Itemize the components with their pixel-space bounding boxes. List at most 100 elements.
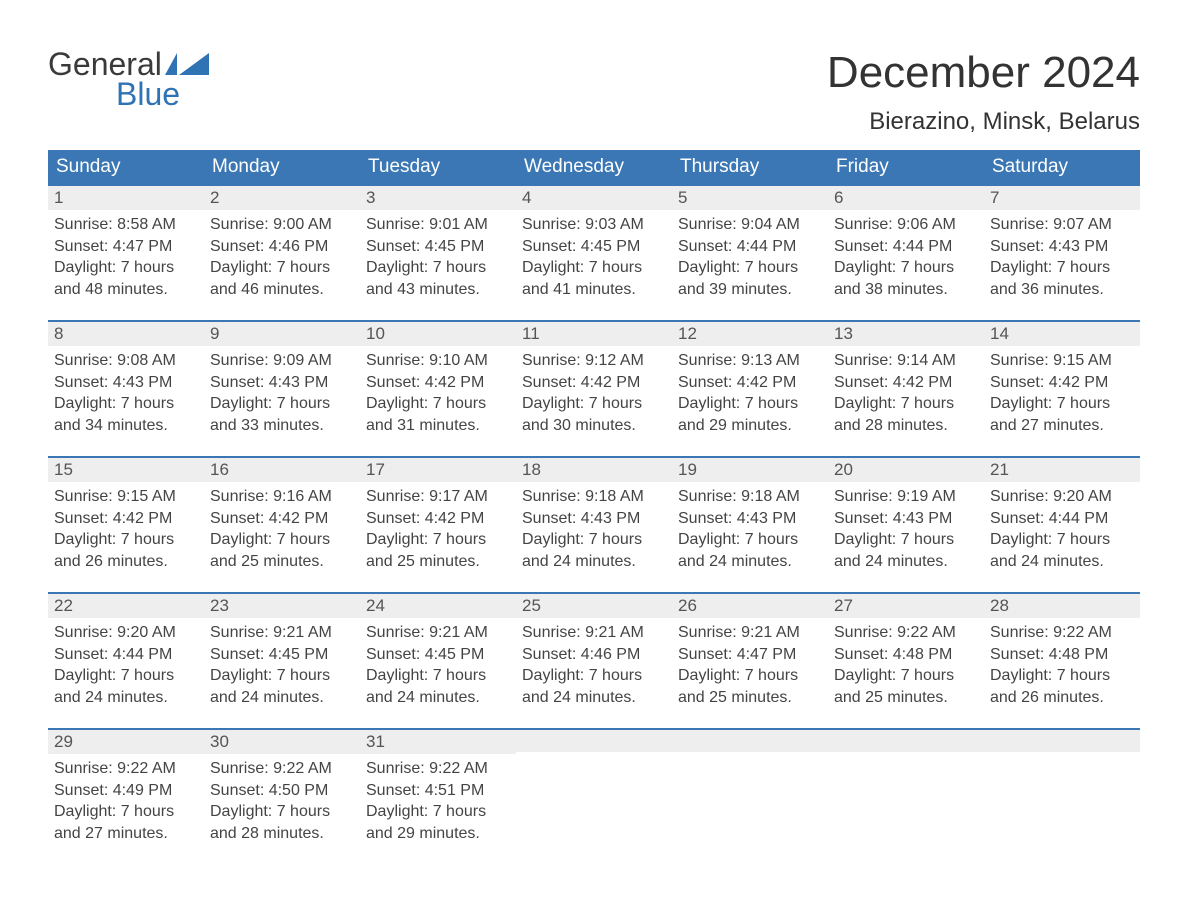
day-daylight1-text: Daylight: 7 hours [990, 393, 1134, 415]
day-sunrise-text: Sunrise: 9:01 AM [366, 214, 510, 236]
day-sunset-text: Sunset: 4:46 PM [522, 644, 666, 666]
day-sunrise-text: Sunrise: 9:21 AM [210, 622, 354, 644]
month-title: December 2024 [827, 48, 1140, 98]
calendar-day-cell: 27Sunrise: 9:22 AMSunset: 4:48 PMDayligh… [828, 593, 984, 729]
day-number: 8 [48, 322, 204, 346]
day-sunrise-text: Sunrise: 9:07 AM [990, 214, 1134, 236]
empty-day-number [672, 730, 828, 752]
day-daylight2-text: and 24 minutes. [990, 551, 1134, 573]
day-daylight1-text: Daylight: 7 hours [522, 257, 666, 279]
calendar-week-row: 15Sunrise: 9:15 AMSunset: 4:42 PMDayligh… [48, 457, 1140, 593]
day-daylight1-text: Daylight: 7 hours [54, 257, 198, 279]
calendar-day-cell: 8Sunrise: 9:08 AMSunset: 4:43 PMDaylight… [48, 321, 204, 457]
day-sunrise-text: Sunrise: 9:15 AM [990, 350, 1134, 372]
day-number: 13 [828, 322, 984, 346]
day-content: Sunrise: 9:19 AMSunset: 4:43 PMDaylight:… [828, 482, 984, 576]
day-number: 20 [828, 458, 984, 482]
day-daylight1-text: Daylight: 7 hours [678, 665, 822, 687]
day-content: Sunrise: 9:14 AMSunset: 4:42 PMDaylight:… [828, 346, 984, 440]
day-sunrise-text: Sunrise: 9:22 AM [210, 758, 354, 780]
day-daylight1-text: Daylight: 7 hours [990, 665, 1134, 687]
calendar-table: SundayMondayTuesdayWednesdayThursdayFrid… [48, 150, 1140, 865]
day-number: 28 [984, 594, 1140, 618]
day-content: Sunrise: 9:21 AMSunset: 4:45 PMDaylight:… [204, 618, 360, 712]
day-content: Sunrise: 9:21 AMSunset: 4:45 PMDaylight:… [360, 618, 516, 712]
calendar-day-cell: 1Sunrise: 8:58 AMSunset: 4:47 PMDaylight… [48, 185, 204, 321]
calendar-day-cell: 16Sunrise: 9:16 AMSunset: 4:42 PMDayligh… [204, 457, 360, 593]
day-sunset-text: Sunset: 4:45 PM [210, 644, 354, 666]
day-sunrise-text: Sunrise: 9:22 AM [990, 622, 1134, 644]
day-number: 30 [204, 730, 360, 754]
day-number: 10 [360, 322, 516, 346]
calendar-day-cell: 7Sunrise: 9:07 AMSunset: 4:43 PMDaylight… [984, 185, 1140, 321]
day-daylight1-text: Daylight: 7 hours [366, 529, 510, 551]
calendar-day-cell: 26Sunrise: 9:21 AMSunset: 4:47 PMDayligh… [672, 593, 828, 729]
day-content: Sunrise: 9:12 AMSunset: 4:42 PMDaylight:… [516, 346, 672, 440]
day-sunrise-text: Sunrise: 9:22 AM [54, 758, 198, 780]
calendar-day-cell: 23Sunrise: 9:21 AMSunset: 4:45 PMDayligh… [204, 593, 360, 729]
day-sunrise-text: Sunrise: 9:20 AM [54, 622, 198, 644]
day-sunrise-text: Sunrise: 9:16 AM [210, 486, 354, 508]
weekday-header: Wednesday [516, 150, 672, 185]
day-daylight2-text: and 48 minutes. [54, 279, 198, 301]
calendar-body: 1Sunrise: 8:58 AMSunset: 4:47 PMDaylight… [48, 185, 1140, 865]
day-daylight1-text: Daylight: 7 hours [54, 393, 198, 415]
day-daylight1-text: Daylight: 7 hours [990, 529, 1134, 551]
title-block: December 2024 Bierazino, Minsk, Belarus [827, 48, 1140, 136]
calendar-week-row: 8Sunrise: 9:08 AMSunset: 4:43 PMDaylight… [48, 321, 1140, 457]
calendar-day-cell: 24Sunrise: 9:21 AMSunset: 4:45 PMDayligh… [360, 593, 516, 729]
day-sunset-text: Sunset: 4:44 PM [54, 644, 198, 666]
day-number: 1 [48, 186, 204, 210]
day-daylight2-text: and 24 minutes. [366, 687, 510, 709]
day-sunset-text: Sunset: 4:42 PM [678, 372, 822, 394]
day-daylight1-text: Daylight: 7 hours [678, 393, 822, 415]
day-content: Sunrise: 9:13 AMSunset: 4:42 PMDaylight:… [672, 346, 828, 440]
day-sunrise-text: Sunrise: 9:21 AM [678, 622, 822, 644]
day-sunrise-text: Sunrise: 9:03 AM [522, 214, 666, 236]
calendar-day-cell: 13Sunrise: 9:14 AMSunset: 4:42 PMDayligh… [828, 321, 984, 457]
day-number: 14 [984, 322, 1140, 346]
calendar-day-cell: 9Sunrise: 9:09 AMSunset: 4:43 PMDaylight… [204, 321, 360, 457]
calendar-day-cell: 3Sunrise: 9:01 AMSunset: 4:45 PMDaylight… [360, 185, 516, 321]
day-daylight1-text: Daylight: 7 hours [522, 665, 666, 687]
location-subtitle: Bierazino, Minsk, Belarus [827, 108, 1140, 136]
weekday-header-row: SundayMondayTuesdayWednesdayThursdayFrid… [48, 150, 1140, 185]
day-sunset-text: Sunset: 4:49 PM [54, 780, 198, 802]
day-number: 12 [672, 322, 828, 346]
day-sunrise-text: Sunrise: 9:21 AM [366, 622, 510, 644]
day-sunset-text: Sunset: 4:42 PM [54, 508, 198, 530]
calendar-week-row: 29Sunrise: 9:22 AMSunset: 4:49 PMDayligh… [48, 729, 1140, 865]
day-sunset-text: Sunset: 4:44 PM [990, 508, 1134, 530]
day-number: 11 [516, 322, 672, 346]
calendar-day-cell: 21Sunrise: 9:20 AMSunset: 4:44 PMDayligh… [984, 457, 1140, 593]
day-content: Sunrise: 9:08 AMSunset: 4:43 PMDaylight:… [48, 346, 204, 440]
day-daylight2-text: and 41 minutes. [522, 279, 666, 301]
day-number: 9 [204, 322, 360, 346]
day-daylight2-text: and 34 minutes. [54, 415, 198, 437]
day-sunrise-text: Sunrise: 9:06 AM [834, 214, 978, 236]
day-sunset-text: Sunset: 4:43 PM [54, 372, 198, 394]
day-daylight1-text: Daylight: 7 hours [834, 393, 978, 415]
calendar-day-cell: 10Sunrise: 9:10 AMSunset: 4:42 PMDayligh… [360, 321, 516, 457]
day-daylight2-text: and 26 minutes. [990, 687, 1134, 709]
day-daylight2-text: and 33 minutes. [210, 415, 354, 437]
calendar-day-cell: 18Sunrise: 9:18 AMSunset: 4:43 PMDayligh… [516, 457, 672, 593]
day-daylight1-text: Daylight: 7 hours [678, 529, 822, 551]
day-sunset-text: Sunset: 4:48 PM [990, 644, 1134, 666]
day-content: Sunrise: 9:20 AMSunset: 4:44 PMDaylight:… [48, 618, 204, 712]
day-number: 25 [516, 594, 672, 618]
day-daylight2-text: and 24 minutes. [678, 551, 822, 573]
day-sunrise-text: Sunrise: 9:20 AM [990, 486, 1134, 508]
calendar-day-cell: 30Sunrise: 9:22 AMSunset: 4:50 PMDayligh… [204, 729, 360, 865]
day-daylight2-text: and 28 minutes. [834, 415, 978, 437]
brand-logo: General Blue [48, 48, 209, 110]
day-daylight2-text: and 43 minutes. [366, 279, 510, 301]
day-number: 23 [204, 594, 360, 618]
day-sunrise-text: Sunrise: 9:12 AM [522, 350, 666, 372]
day-daylight2-text: and 28 minutes. [210, 823, 354, 845]
day-sunset-text: Sunset: 4:44 PM [678, 236, 822, 258]
day-content: Sunrise: 9:18 AMSunset: 4:43 PMDaylight:… [516, 482, 672, 576]
day-sunrise-text: Sunrise: 9:08 AM [54, 350, 198, 372]
day-sunset-text: Sunset: 4:45 PM [366, 644, 510, 666]
calendar-day-cell: 5Sunrise: 9:04 AMSunset: 4:44 PMDaylight… [672, 185, 828, 321]
